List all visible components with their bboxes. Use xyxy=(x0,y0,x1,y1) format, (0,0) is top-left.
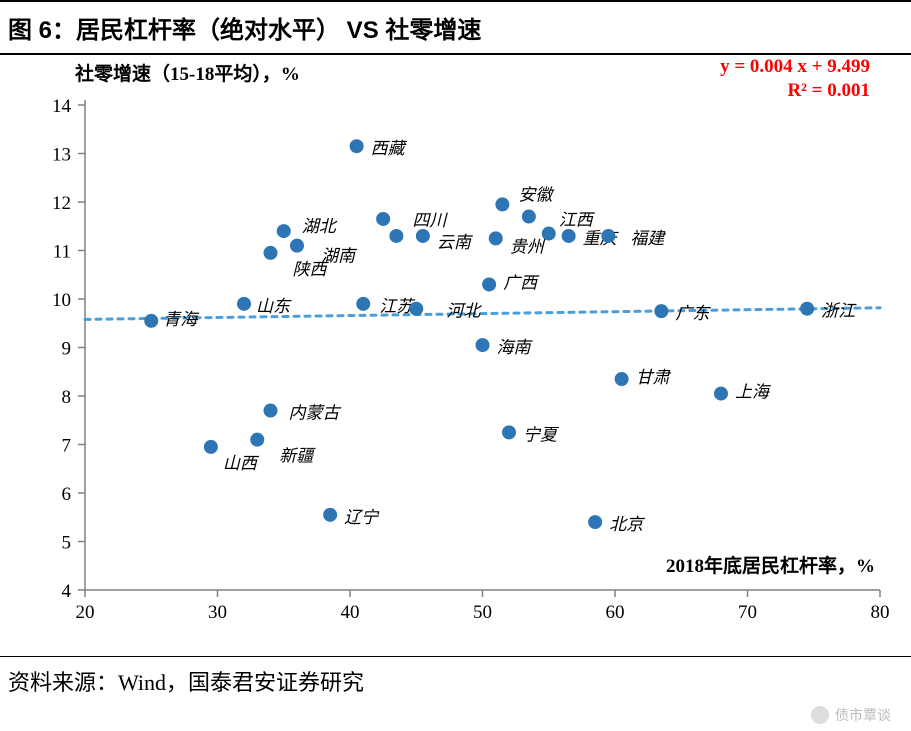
svg-text:山西: 山西 xyxy=(223,454,260,473)
svg-text:2018年底居民杠杆率，%: 2018年底居民杠杆率，% xyxy=(666,554,875,577)
svg-text:50: 50 xyxy=(473,602,492,623)
svg-text:60: 60 xyxy=(606,602,625,623)
svg-text:上海: 上海 xyxy=(735,383,772,402)
svg-text:宁夏: 宁夏 xyxy=(523,425,560,444)
svg-text:内蒙古: 内蒙古 xyxy=(289,404,342,423)
svg-text:20: 20 xyxy=(76,602,95,623)
svg-text:14: 14 xyxy=(52,96,72,117)
svg-text:12: 12 xyxy=(52,193,71,214)
svg-text:四川: 四川 xyxy=(412,211,448,230)
svg-text:10: 10 xyxy=(52,290,71,311)
svg-text:广东: 广东 xyxy=(675,304,711,323)
svg-text:海南: 海南 xyxy=(497,338,534,357)
watermark-icon xyxy=(811,706,829,724)
svg-text:4: 4 xyxy=(62,581,72,602)
svg-text:云南: 云南 xyxy=(437,233,474,252)
watermark-text: 债市覃谈 xyxy=(835,705,891,725)
svg-text:5: 5 xyxy=(62,533,72,554)
svg-text:青海: 青海 xyxy=(163,310,200,329)
svg-text:40: 40 xyxy=(341,602,360,623)
svg-text:7: 7 xyxy=(62,436,72,457)
svg-text:社零增速（15-18平均），%: 社零增速（15-18平均），% xyxy=(74,62,300,85)
svg-text:R² = 0.001: R² = 0.001 xyxy=(788,80,871,101)
svg-text:甘肃: 甘肃 xyxy=(636,368,672,387)
svg-text:新疆: 新疆 xyxy=(279,447,316,466)
source-line: 资料来源：Wind，国泰君安证券研究 xyxy=(0,656,911,701)
svg-text:北京: 北京 xyxy=(609,515,645,534)
svg-text:贵州: 贵州 xyxy=(510,237,546,256)
svg-text:安徽: 安徽 xyxy=(518,185,555,204)
svg-text:11: 11 xyxy=(53,242,71,263)
chart-title: 图 6：居民杠杆率（绝对水平） VS 社零增速 xyxy=(0,0,911,55)
svg-text:湖南: 湖南 xyxy=(321,247,358,266)
svg-text:80: 80 xyxy=(871,602,890,623)
svg-text:广西: 广西 xyxy=(503,273,540,292)
svg-text:13: 13 xyxy=(52,145,71,166)
watermark: 债市覃谈 xyxy=(811,705,891,725)
svg-text:山东: 山东 xyxy=(256,297,292,316)
svg-text:河北: 河北 xyxy=(446,302,482,321)
svg-text:70: 70 xyxy=(738,602,757,623)
scatter-chart: 20 30 40 50 60 70 80 4 5 6 7 8 9 10 11 12 13 14社零增速（15-18… xyxy=(0,50,911,650)
svg-text:浙江: 浙江 xyxy=(821,302,857,321)
svg-text:y = 0.004 x + 9.499: y = 0.004 x + 9.499 xyxy=(720,56,870,77)
svg-text:30: 30 xyxy=(208,602,227,623)
svg-text:福建: 福建 xyxy=(630,229,666,248)
svg-text:湖北: 湖北 xyxy=(302,217,338,236)
svg-text:8: 8 xyxy=(62,387,72,408)
svg-text:9: 9 xyxy=(62,339,72,360)
svg-text:西藏: 西藏 xyxy=(371,139,408,158)
svg-text:6: 6 xyxy=(62,484,72,505)
figure-container: 图 6：居民杠杆率（绝对水平） VS 社零增速 20 30 40 50 60 70 80 4 5… xyxy=(0,0,911,731)
svg-text:辽宁: 辽宁 xyxy=(344,508,380,527)
chart-area: 20 30 40 50 60 70 80 4 5 6 7 8 9 10 11 12 13 14社零增速（15-18… xyxy=(0,50,911,650)
svg-text:江西: 江西 xyxy=(559,211,596,230)
